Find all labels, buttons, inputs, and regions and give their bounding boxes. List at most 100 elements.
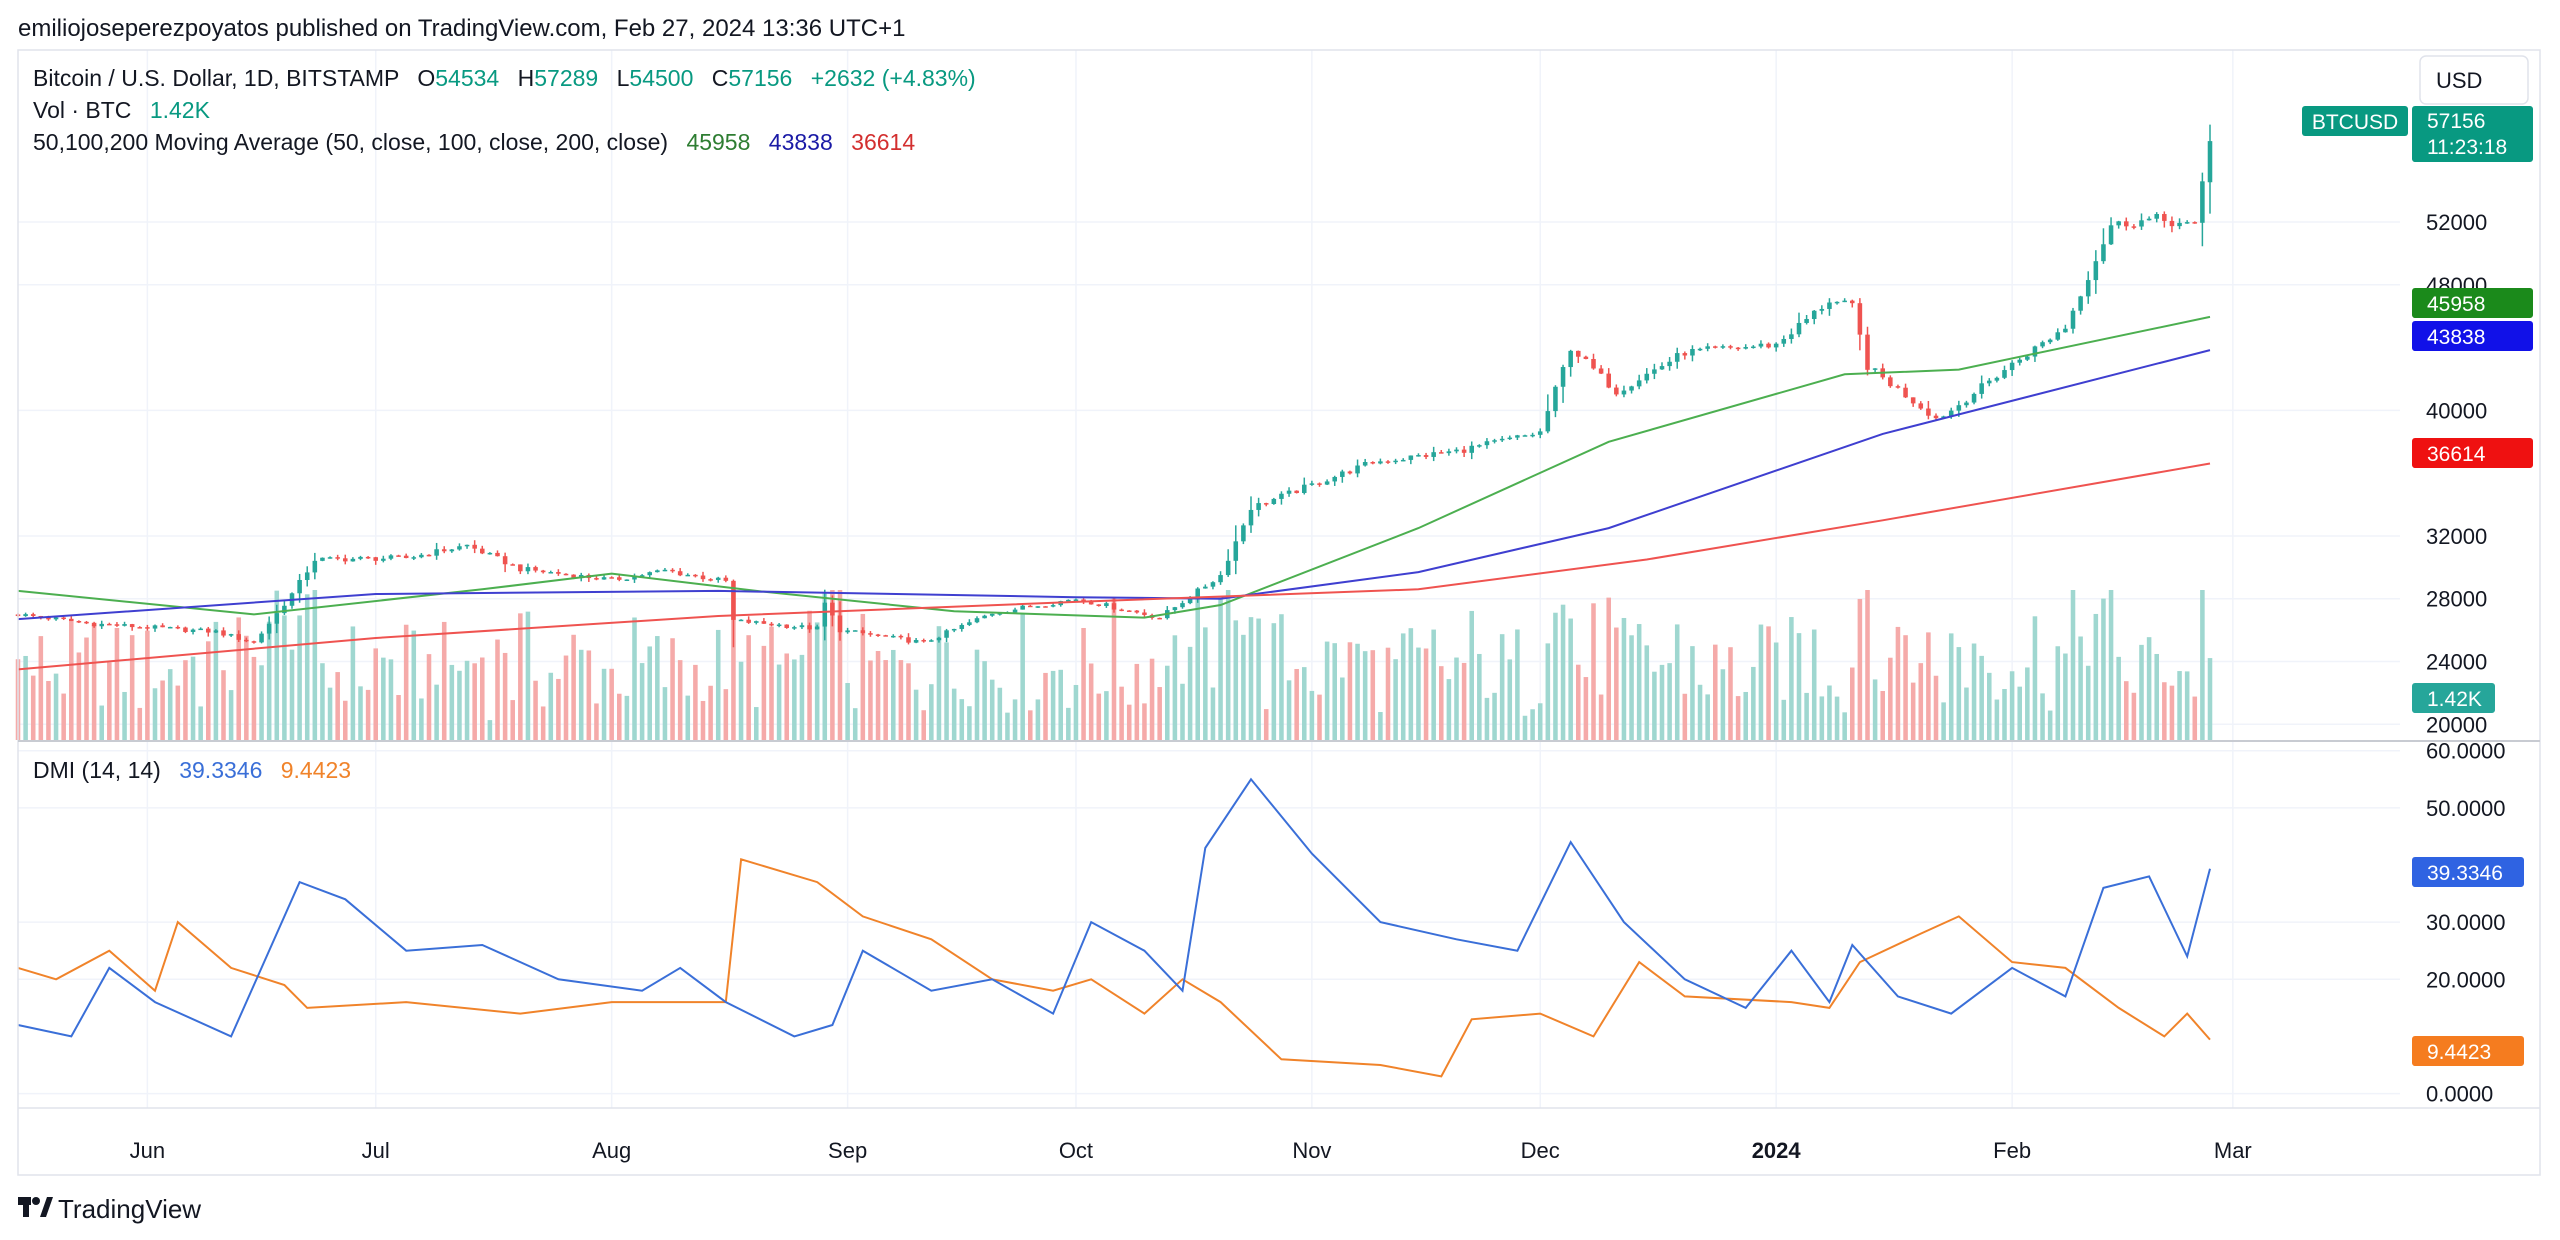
volume-bar (2101, 598, 2106, 740)
volume-bar (1286, 680, 1292, 740)
candle-body (1248, 509, 1254, 526)
candle-body (1096, 604, 1102, 607)
candle-body (1728, 346, 1733, 348)
volume-bar (1888, 657, 1893, 740)
volume-bar (38, 636, 44, 740)
candle-body (266, 623, 272, 634)
volume-bars (15, 590, 2213, 740)
volume-bar (1134, 663, 1140, 740)
ma-label[interactable]: 50,100,200 Moving Average (50, close, 10… (33, 129, 668, 155)
dmi-minus-value: 9.4423 (281, 757, 351, 783)
volume-bar (1492, 692, 1497, 740)
candle-body (1340, 471, 1345, 477)
volume-bar (46, 681, 51, 740)
candle-body (99, 623, 104, 627)
volume-bar (129, 635, 135, 740)
volume-bar (1545, 643, 1551, 740)
candle-body (898, 635, 904, 638)
volume-bar (723, 689, 729, 740)
volume-bar (1416, 647, 1421, 740)
candle-body (951, 628, 957, 631)
volume-bar (906, 663, 911, 740)
volume-bar (2002, 688, 2007, 740)
candle-body (2108, 225, 2114, 245)
volume-bar (2032, 616, 2038, 740)
volume-bar (327, 687, 333, 740)
volume-bar (845, 683, 850, 740)
volume-bar (746, 635, 751, 740)
volume-bar (1895, 626, 1901, 740)
volume-bar (586, 650, 592, 740)
volume-bar (609, 668, 614, 740)
candle-body (1842, 300, 1847, 303)
candle-body (365, 556, 371, 559)
tradingview-logo[interactable]: TradingView (18, 1194, 201, 1224)
candle-body (160, 625, 165, 628)
volume-bar (464, 660, 470, 740)
candle-body (1286, 490, 1292, 494)
candle-body (2101, 244, 2106, 262)
volume-bar (525, 611, 531, 740)
ma200-tag-bg (2412, 438, 2533, 468)
volume-bar (1309, 690, 1315, 740)
price-axis-label: 52000 (2426, 210, 2487, 235)
candle-body (1416, 455, 1421, 457)
ma100-value: 43838 (769, 129, 833, 155)
candle-body (1294, 490, 1299, 494)
candle-body (1705, 346, 1710, 349)
volume-bar (891, 649, 896, 740)
dmi-minus-tag: 9.4423 (2427, 1041, 2491, 1064)
volume-value: 1.42K (150, 97, 211, 123)
volume-bar (929, 684, 934, 740)
candle-body (2002, 370, 2007, 378)
volume-bar (1629, 635, 1634, 740)
dmi-axis-label: 30.0000 (2426, 910, 2506, 935)
volume-bar (228, 690, 234, 740)
volume-bar (913, 689, 919, 740)
volume-bar (518, 613, 523, 740)
volume-bar (1119, 686, 1124, 740)
symbol-title[interactable]: Bitcoin / U.S. Dollar, 1D, BITSTAMP (33, 65, 399, 91)
volume-bar (472, 663, 477, 740)
candle-body (1477, 445, 1482, 447)
time-axis-label: Feb (1993, 1138, 2031, 1163)
ma200-value: 36614 (851, 129, 915, 155)
volume-bar (670, 638, 675, 740)
candle-body (381, 558, 386, 561)
volume-bar (1720, 669, 1726, 740)
candle-body (609, 577, 614, 579)
volume-bar (1918, 663, 1924, 740)
volume-bar (1614, 627, 1619, 740)
candle-body (198, 628, 203, 631)
volume-bar (655, 636, 660, 740)
dmi-axis-label: 50.0000 (2426, 796, 2506, 821)
candle-body (754, 621, 759, 623)
volume-bar (1324, 641, 1330, 740)
candle-body (662, 569, 668, 572)
candle-body (327, 557, 333, 559)
candle-body (1583, 356, 1589, 360)
dmi-label[interactable]: DMI (14, 14) (33, 757, 161, 783)
volume-bar (617, 693, 622, 740)
volume-bar (2009, 671, 2015, 740)
candle-body (464, 544, 470, 547)
candle-body (69, 618, 74, 622)
volume-bar (1948, 633, 1954, 740)
volume-bar (335, 672, 340, 740)
volume-bar (1811, 629, 1817, 740)
candle-body (107, 623, 112, 626)
volume-bar (2207, 658, 2213, 740)
candle-body (1400, 459, 1406, 462)
volume-bar (1195, 590, 1200, 740)
currency-button[interactable]: USD (2419, 55, 2529, 105)
candle-body (959, 624, 965, 629)
volume-bar (1652, 671, 1657, 740)
candle-body (358, 556, 363, 559)
time-axis-label: Mar (2214, 1138, 2252, 1163)
volume-bar (2063, 653, 2068, 740)
volume-bar (1857, 598, 1863, 740)
grid-lines (18, 50, 2400, 1108)
candle-body (1439, 452, 1444, 454)
volume-bar (1598, 694, 1604, 740)
